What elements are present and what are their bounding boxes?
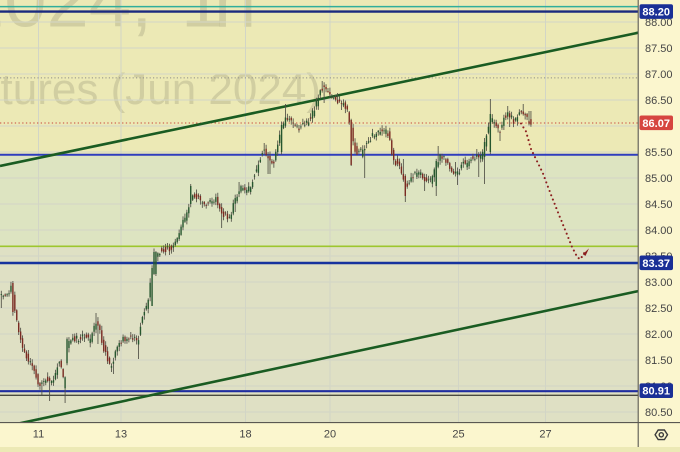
svg-text:Futures (Jun 2024): Futures (Jun 2024) [0, 65, 321, 114]
svg-text:27: 27 [539, 429, 551, 441]
svg-text:88.00: 88.00 [645, 17, 673, 29]
svg-text:80.91: 80.91 [642, 386, 670, 398]
svg-text:18: 18 [239, 429, 251, 441]
svg-text:80.50: 80.50 [645, 407, 673, 419]
svg-text:84.00: 84.00 [645, 225, 673, 237]
svg-text:20: 20 [324, 429, 336, 441]
svg-text:85.50: 85.50 [645, 147, 673, 159]
svg-text:81.50: 81.50 [645, 355, 673, 367]
svg-text:87.50: 87.50 [645, 43, 673, 55]
svg-text:86.50: 86.50 [645, 95, 673, 107]
svg-text:84.50: 84.50 [645, 199, 673, 211]
svg-text:11: 11 [33, 429, 44, 441]
svg-text:25: 25 [452, 429, 464, 441]
svg-text:83.00: 83.00 [645, 277, 673, 289]
svg-text:82.00: 82.00 [645, 329, 673, 341]
svg-text:86.07: 86.07 [642, 118, 670, 130]
svg-text:88.20: 88.20 [642, 7, 670, 19]
svg-text:85.00: 85.00 [645, 173, 673, 185]
svg-text:83.37: 83.37 [642, 258, 670, 270]
svg-text:82.50: 82.50 [645, 303, 673, 315]
svg-text:87.00: 87.00 [645, 69, 673, 81]
svg-text:13: 13 [115, 429, 127, 441]
